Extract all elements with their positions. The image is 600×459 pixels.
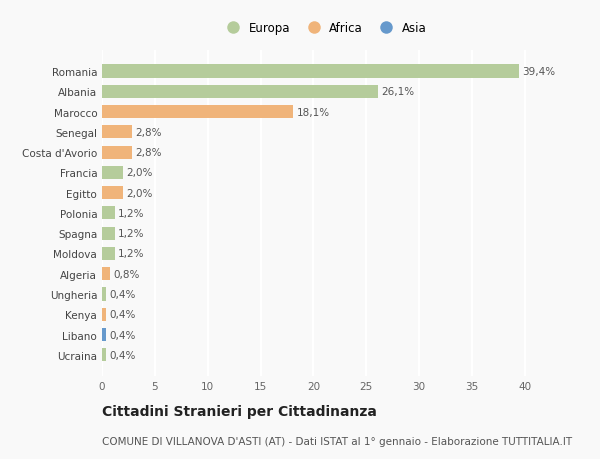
Legend: Europa, Africa, Asia: Europa, Africa, Asia — [217, 17, 431, 39]
Bar — [102, 146, 131, 159]
Text: 2,0%: 2,0% — [127, 168, 152, 178]
Bar — [102, 268, 110, 280]
Bar — [102, 308, 106, 321]
Text: 0,8%: 0,8% — [113, 269, 140, 279]
Bar — [102, 207, 115, 220]
Bar — [102, 106, 293, 119]
Bar — [102, 227, 115, 240]
Text: 1,2%: 1,2% — [118, 208, 145, 218]
Text: 0,4%: 0,4% — [109, 289, 136, 299]
Bar — [102, 65, 518, 78]
Text: 0,4%: 0,4% — [109, 330, 136, 340]
Text: 2,0%: 2,0% — [127, 188, 152, 198]
Bar — [102, 187, 123, 200]
Bar — [102, 167, 123, 179]
Bar — [102, 85, 378, 99]
Text: 2,8%: 2,8% — [135, 148, 161, 158]
Text: 39,4%: 39,4% — [521, 67, 555, 77]
Text: 0,4%: 0,4% — [109, 309, 136, 319]
Bar — [102, 328, 106, 341]
Bar — [102, 288, 106, 301]
Text: 18,1%: 18,1% — [296, 107, 329, 118]
Bar — [102, 126, 131, 139]
Text: Cittadini Stranieri per Cittadinanza: Cittadini Stranieri per Cittadinanza — [102, 404, 377, 418]
Text: 1,2%: 1,2% — [118, 249, 145, 259]
Text: 1,2%: 1,2% — [118, 229, 145, 239]
Bar — [102, 348, 106, 362]
Text: 2,8%: 2,8% — [135, 128, 161, 138]
Text: 0,4%: 0,4% — [109, 350, 136, 360]
Bar — [102, 247, 115, 260]
Text: 26,1%: 26,1% — [381, 87, 414, 97]
Text: COMUNE DI VILLANOVA D'ASTI (AT) - Dati ISTAT al 1° gennaio - Elaborazione TUTTIT: COMUNE DI VILLANOVA D'ASTI (AT) - Dati I… — [102, 436, 572, 446]
